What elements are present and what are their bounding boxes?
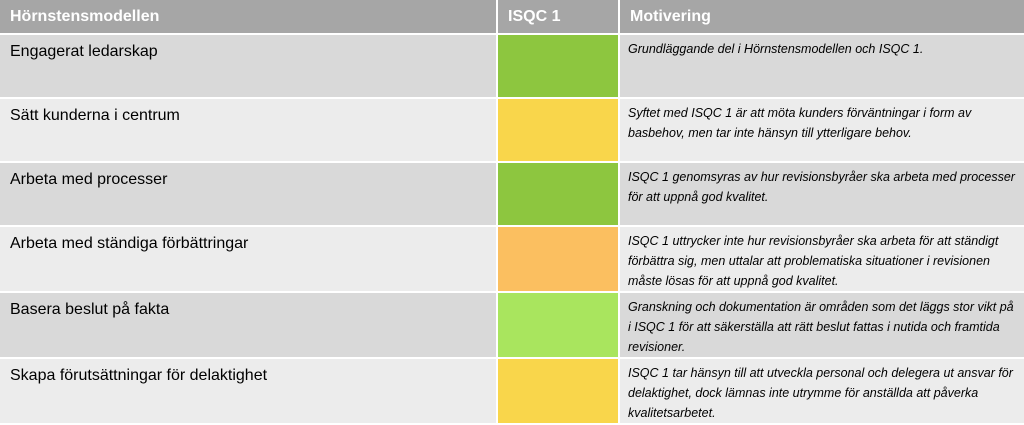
rating-cell (497, 162, 620, 227)
table-row: Arbeta med ständiga förbättringar ISQC 1… (0, 226, 1024, 293)
table-row: Sätt kunderna i centrum Syftet med ISQC … (0, 98, 1024, 163)
rating-cell (497, 292, 620, 359)
table-row: Basera beslut på fakta Granskning och do… (0, 292, 1024, 359)
area-cell: Arbeta med ständiga förbättringar (0, 226, 498, 293)
motivation-cell: ISQC 1 uttrycker inte hur revisionsbyråe… (619, 226, 1024, 293)
rating-cell (497, 226, 620, 293)
area-cell: Basera beslut på fakta (0, 292, 498, 359)
area-cell: Skapa förutsättningar för delaktighet (0, 358, 498, 425)
rating-cell (497, 98, 620, 163)
motivation-cell: Granskning och dokumentation är områden … (619, 292, 1024, 359)
header-isqc1: ISQC 1 (497, 0, 620, 35)
motivation-cell: Syftet med ISQC 1 är att möta kunders fö… (619, 98, 1024, 163)
rating-cell (497, 34, 620, 99)
motivation-cell: ISQC 1 tar hänsyn till att utveckla pers… (619, 358, 1024, 425)
header-row: Hörnstensmodellen ISQC 1 Motivering (0, 0, 1024, 35)
table-header: Hörnstensmodellen ISQC 1 Motivering (0, 0, 1024, 35)
rating-cell (497, 358, 620, 425)
area-cell: Engagerat ledarskap (0, 34, 498, 99)
header-cornerstone-model: Hörnstensmodellen (0, 0, 498, 35)
area-cell: Arbeta med processer (0, 162, 498, 227)
motivation-cell: ISQC 1 genomsyras av hur revisionsbyråer… (619, 162, 1024, 227)
table-row: Engagerat ledarskap Grundläggande del i … (0, 34, 1024, 99)
table-row: Skapa förutsättningar för delaktighet IS… (0, 358, 1024, 425)
motivation-cell: Grundläggande del i Hörnstensmodellen oc… (619, 34, 1024, 99)
header-motivation: Motivering (619, 0, 1024, 35)
area-cell: Sätt kunderna i centrum (0, 98, 498, 163)
table-body: Engagerat ledarskap Grundläggande del i … (0, 34, 1024, 425)
table-row: Arbeta med processer ISQC 1 genomsyras a… (0, 162, 1024, 227)
